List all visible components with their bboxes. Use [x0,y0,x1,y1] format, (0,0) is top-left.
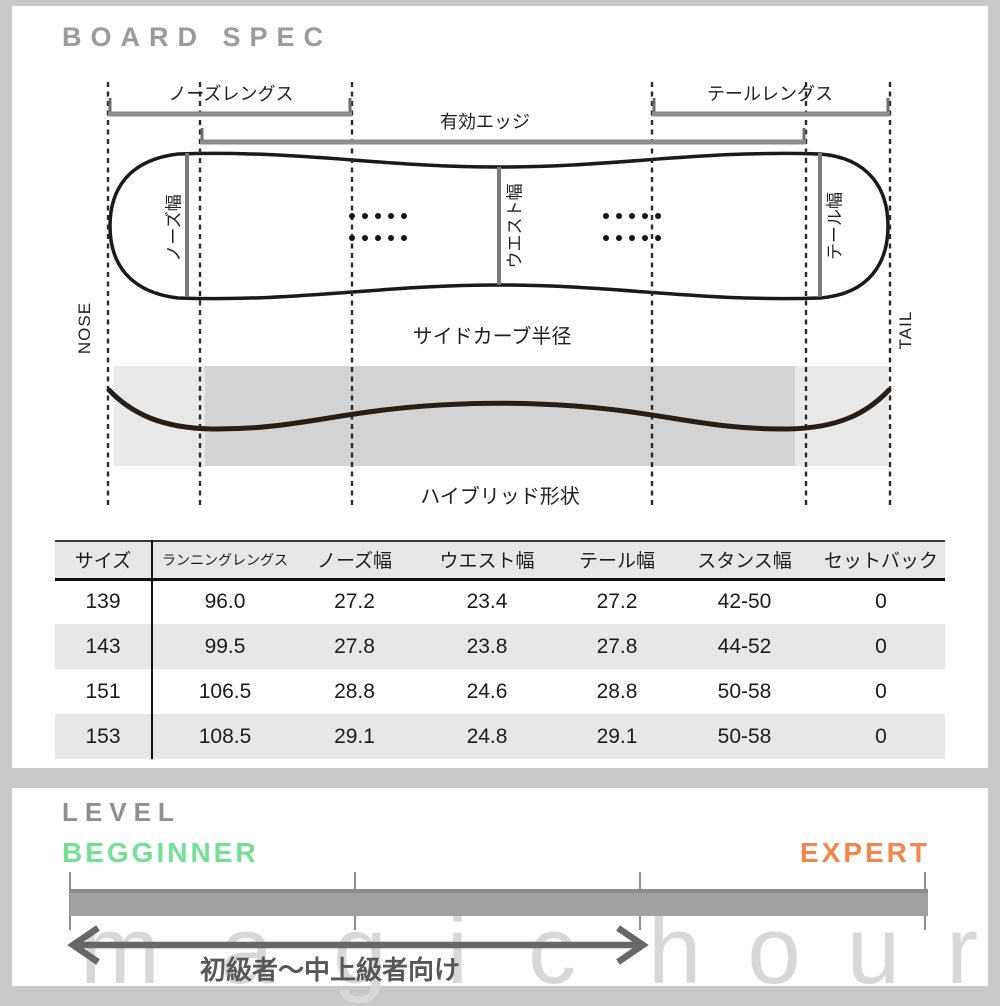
table-row: 153 108.5 29.1 24.8 29.1 50-58 0 [55,714,945,759]
level-panel [12,788,988,986]
effective-edge-bracket [200,128,806,145]
cell-nose-width: 27.2 [334,590,375,614]
tail-length-bracket [652,98,890,117]
effective-edge-label: 有効エッジ [440,112,530,132]
beginner-label: BEGGINNER [62,837,259,868]
tail-end-label: TAIL [896,310,915,350]
level-range-arrow-icon [67,925,649,965]
board-diagram [106,82,892,506]
width-bars [185,153,822,297]
nose-length-bracket [108,98,352,117]
spec-table-header-row: サイズ ランニングレングス ノーズ幅 ウエスト幅 テール幅 スタンス幅 セットバ… [55,541,945,579]
table-row: 139 96.0 27.2 23.4 27.2 42-50 0 [55,579,945,624]
cell-size: 151 [55,669,153,714]
level-target-label: 初級者〜中上級者向け [199,955,460,985]
cell-tail-width: 27.2 [596,590,638,614]
hybrid-band-inner [205,366,795,466]
cell-stance-width: 50-58 [717,679,772,703]
table-row: 151 106.5 28.8 24.6 28.8 50-58 0 [55,669,945,714]
hybrid-shape-label: ハイブリッド形状 [420,486,580,508]
col-header-nose-width: ノーズ幅 [316,551,393,573]
col-header-tail-width: テール幅 [578,551,655,573]
page-title: BOARD SPEC [62,22,333,52]
cell-waist-width: 24.6 [466,679,508,703]
col-header-setback: セットバック [823,551,938,573]
tail-width-label: テール幅 [825,192,845,260]
cell-nose-width: 29.1 [334,724,375,748]
cell-running-length: 108.5 [198,724,252,748]
insert-dots [349,213,661,241]
cell-waist-width: 23.8 [466,634,508,658]
cell-waist-width: 24.8 [466,724,508,748]
cell-waist-width: 23.4 [466,590,508,614]
nose-length-label: ノーズレングス [168,84,294,104]
cell-nose-width: 28.8 [334,679,375,703]
dashed-measure-lines [106,82,892,506]
sidecurve-radius-label: サイドカーブ半径 [412,326,572,348]
camber-curve [106,387,892,432]
nose-width-label: ノーズ幅 [164,194,184,262]
tail-length-label: テールレングス [707,84,833,104]
cell-stance-width: 44-52 [717,634,772,658]
cell-setback: 0 [875,679,887,703]
cell-tail-width: 28.8 [596,679,638,703]
col-header-running-length: ランニングレングス [162,551,288,568]
cell-size: 153 [55,714,153,759]
cell-running-length: 106.5 [198,679,252,703]
cell-size: 139 [55,579,153,624]
table-row: 143 99.5 27.8 23.8 27.8 44-52 0 [55,624,945,669]
spec-table: サイズ ランニングレングス ノーズ幅 ウエスト幅 テール幅 スタンス幅 セットバ… [55,540,945,759]
col-header-stance-width: スタンス幅 [697,551,792,573]
cell-setback: 0 [875,634,887,658]
level-title: LEVEL [62,797,181,827]
nose-end-label: NOSE [75,301,94,355]
cell-size: 143 [55,624,153,669]
cell-tail-width: 29.1 [596,724,638,748]
cell-stance-width: 50-58 [717,724,772,748]
col-header-waist-width: ウエスト幅 [439,551,535,573]
cell-tail-width: 27.8 [596,634,638,658]
col-header-size: サイズ [55,541,153,579]
cell-nose-width: 27.8 [334,634,375,658]
cell-running-length: 99.5 [204,634,246,658]
cell-setback: 0 [875,724,887,748]
cell-setback: 0 [875,590,887,614]
cell-running-length: 96.0 [204,590,246,614]
expert-label: EXPERT [799,837,930,868]
level-bar [70,889,928,916]
waist-width-label: ウエスト幅 [505,183,525,269]
cell-stance-width: 42-50 [717,590,772,614]
